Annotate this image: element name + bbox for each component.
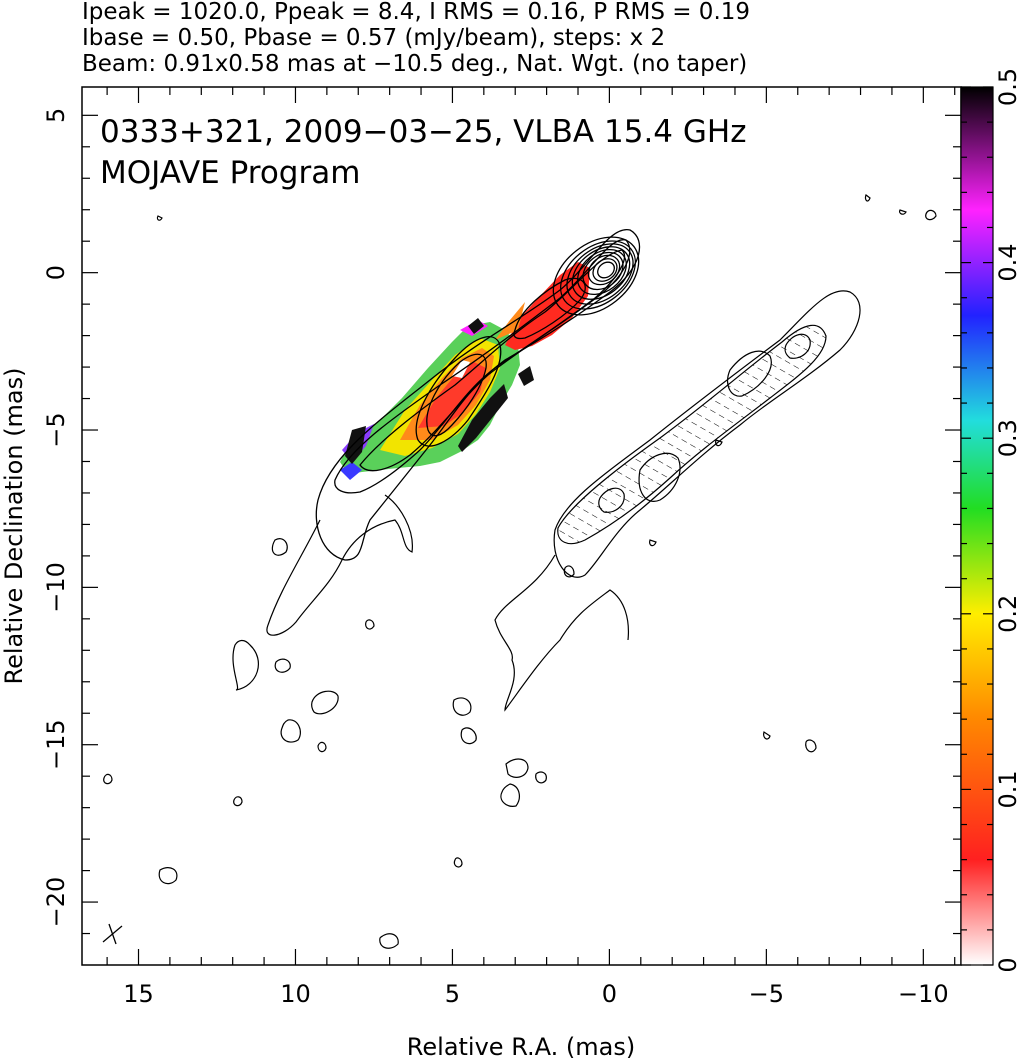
pol-contour-small-2 — [649, 539, 657, 547]
diffuse-blob-k — [535, 771, 547, 784]
y-axis-label: Relative Declination (mas) — [0, 367, 28, 684]
diffuse-blob-d — [280, 719, 301, 743]
pol-region-red-1 — [418, 362, 486, 428]
contour-level-3 — [359, 249, 626, 472]
x-tick-label: −5 — [749, 980, 784, 1008]
header-line-3: Beam: 0.91x0.58 mas at −10.5 deg., Nat. … — [82, 51, 748, 77]
core-contour-8 — [592, 258, 618, 282]
colorbar-tick-label: 0 — [994, 957, 1021, 972]
diffuse-blob-l — [500, 758, 529, 807]
diffuse-blob-h — [379, 933, 399, 949]
y-tick-label: −20 — [42, 877, 70, 928]
y-tick-label: 0 — [42, 265, 70, 280]
axis-ticks — [82, 86, 993, 966]
x-tick-label: 15 — [123, 980, 154, 1008]
core-contours — [552, 236, 640, 316]
pol-edge-black-3 — [518, 366, 534, 386]
map-title-line-1: 0333+321, 2009−03−25, VLBA 15.4 GHz — [100, 114, 746, 150]
colorbar — [960, 86, 994, 966]
pol-region-orange-2 — [495, 302, 525, 340]
diffuse-blob-c — [311, 690, 339, 715]
diffuse-blob-m — [365, 619, 375, 630]
x-tick-label: 0 — [602, 980, 617, 1008]
pol-contour-inner-4 — [784, 333, 811, 359]
diffuse-blob-j — [103, 773, 113, 785]
pol-contour-small-5 — [925, 209, 937, 221]
y-tick-label: 5 — [42, 108, 70, 123]
colorbar-tick-label: 0.1 — [994, 770, 1021, 808]
header-line-1: Ipeak = 1020.0, Ppeak = 8.4, I RMS = 0.1… — [82, 0, 751, 25]
diffuse-blob-b — [274, 658, 291, 673]
core-contour-1 — [552, 236, 640, 316]
core-contour-6 — [582, 251, 624, 291]
pol-contour-hatched-fill — [557, 324, 827, 545]
core-contour-5 — [577, 248, 627, 296]
diffuse-blob-n — [156, 215, 163, 221]
intensity-contours — [315, 229, 641, 561]
diffuse-blob-g — [233, 796, 243, 807]
diffuse-blob-o — [452, 697, 477, 745]
colorbar-tick-label: 0.5 — [994, 68, 1021, 106]
beam-marker — [102, 923, 123, 945]
pol-contour-outer — [553, 290, 861, 578]
pol-contour-inner-1 — [638, 452, 681, 502]
pol-contour-small-6 — [763, 731, 817, 753]
pol-edge-blue — [340, 462, 362, 480]
core-contour-9 — [597, 261, 615, 279]
map-title-line-2: MOJAVE Program — [100, 155, 360, 191]
axis-tick-labels: 15 10 5 0 −5 −10 5 0 −5 −10 −15 −20 0 0.1 0.2 0.3 0.4 0.5 — [42, 68, 1021, 1008]
x-tick-label: −10 — [898, 980, 949, 1008]
colorbar-tick-label: 0.2 — [994, 595, 1021, 633]
colorbar-tick-label: 0.3 — [994, 419, 1021, 457]
diffuse-plume-left — [266, 494, 413, 636]
pol-edge-black-1 — [345, 426, 366, 464]
y-tick-label: −15 — [42, 719, 70, 770]
plot-frame — [81, 86, 962, 966]
pol-contour-small-4 — [864, 194, 907, 215]
x-axis-label: Relative R.A. (mas) — [407, 1033, 635, 1060]
diffuse-plume-left-2 — [271, 538, 288, 556]
contour-outer — [315, 229, 641, 561]
core-contour-4 — [571, 246, 631, 300]
x-tick-label: 5 — [445, 980, 460, 1008]
core-contour-7 — [587, 254, 621, 286]
diffuse-blob-i — [453, 857, 463, 868]
core-contour-3 — [566, 243, 634, 305]
pol-region-red-2 — [505, 262, 590, 350]
contour-inner-mid — [415, 336, 502, 447]
pol-edge-black-4 — [468, 318, 484, 334]
diffuse-contours — [103, 215, 547, 949]
pol-contour-small-3 — [715, 439, 723, 447]
pol-contour-plume — [494, 554, 630, 712]
pol-contour-small-1 — [563, 565, 575, 578]
y-tick-label: −5 — [42, 412, 70, 447]
diffuse-blob-e — [317, 741, 327, 753]
header-line-2: Ibase = 0.50, Pbase = 0.57 (mJy/beam), s… — [82, 25, 666, 51]
pol-edge-black-2 — [458, 384, 508, 452]
pol-contour-inner-3 — [727, 350, 772, 397]
contour-inner-knot — [513, 277, 586, 340]
x-tick-label: 10 — [280, 980, 311, 1008]
polarization-contour-map — [494, 194, 937, 753]
contour-inner-mid-2 — [426, 353, 487, 437]
pol-contour-inner-2 — [598, 487, 625, 513]
y-tick-label: −10 — [42, 562, 70, 613]
diffuse-blob-f — [158, 867, 178, 885]
diffuse-blob-a — [232, 639, 259, 691]
colorbar-tick-label: 0.4 — [994, 244, 1021, 282]
core-contour-2 — [560, 240, 636, 310]
